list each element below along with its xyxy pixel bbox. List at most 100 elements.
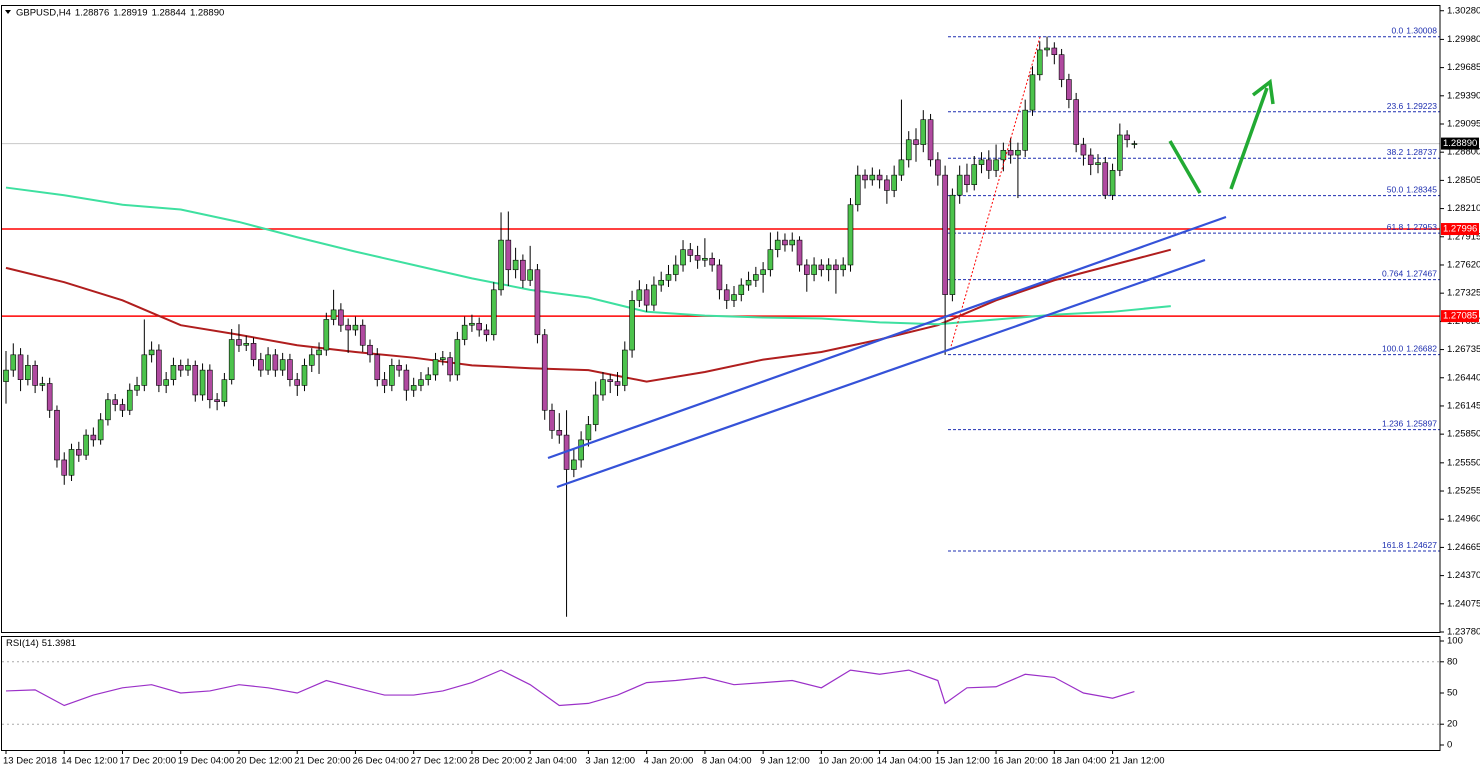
candle-body: [410, 385, 417, 391]
candle-body: [993, 159, 999, 171]
candle-body: [1015, 149, 1021, 156]
candle-body: [541, 334, 548, 411]
candle-body: [854, 174, 861, 206]
candle-body: [265, 354, 271, 371]
fib-label: 161.8 1.24627: [1382, 540, 1437, 550]
candle-body: [789, 239, 796, 246]
fib-label: 38.2 1.28737: [1387, 147, 1438, 157]
candle-body: [658, 279, 665, 286]
candle-body: [163, 379, 169, 386]
y-tick-label: 1.27325: [1447, 288, 1480, 299]
candle-body: [803, 264, 810, 275]
y-tick-label: 1.28210: [1447, 203, 1480, 214]
candle-body: [330, 309, 337, 320]
candle-body: [1080, 144, 1087, 156]
y-tick-label: 1.29390: [1447, 90, 1480, 101]
candle-body: [389, 365, 395, 386]
candle-body: [148, 349, 155, 356]
moving-average: [5, 186, 1171, 326]
candle-body: [913, 139, 919, 145]
fib-price: 1.27953: [1406, 222, 1437, 232]
candle-body: [592, 394, 599, 425]
candle-body: [61, 459, 68, 476]
candle-body: [767, 249, 774, 271]
close-value: 1.28890: [190, 7, 224, 18]
fib-label: 61.8 1.27953: [1387, 222, 1438, 232]
x-tick-label: 17 Dec 20:00: [119, 756, 176, 767]
candle-body: [439, 357, 446, 360]
candle-body: [374, 354, 381, 380]
candle-body: [716, 264, 723, 291]
fib-ratio: 38.2: [1387, 147, 1404, 157]
candle-body: [621, 349, 628, 386]
candle-body: [236, 339, 242, 346]
candle-body: [1117, 134, 1123, 171]
candle-body: [294, 379, 301, 386]
candle-body: [185, 365, 191, 371]
candle-body: [1124, 134, 1130, 141]
candle-body: [738, 284, 745, 295]
candle-body: [17, 354, 24, 380]
candle-body: [833, 264, 839, 271]
candle-body: [76, 449, 82, 456]
candle-body: [869, 174, 876, 181]
y-tick-label: 1.29685: [1447, 62, 1480, 73]
candle-body: [207, 369, 213, 401]
candle-body: [323, 319, 330, 351]
candle-body: [891, 174, 897, 191]
x-tick-label: 4 Jan 20:00: [644, 756, 694, 767]
candle-body: [760, 269, 766, 275]
x-tick-label: 8 Jan 04:00: [702, 756, 752, 767]
x-tick-label: 20 Dec 12:00: [236, 756, 293, 767]
annotations: [547, 36, 1275, 489]
fib-label: 1.236 1.25897: [1382, 419, 1437, 429]
candle-body: [10, 354, 17, 371]
candle-body: [83, 434, 89, 456]
y-tick-label: 100: [1447, 636, 1463, 647]
candle-body: [112, 399, 118, 405]
candle-body: [1087, 154, 1094, 165]
level-price-label: 1.27996: [1443, 224, 1477, 235]
candle-body: [651, 284, 657, 306]
candle-body: [359, 324, 366, 346]
level-price-label: 1.27085: [1443, 311, 1477, 322]
candle-body: [301, 365, 308, 386]
open-value: 1.28876: [75, 7, 109, 18]
y-tick-label: 1.24665: [1447, 542, 1480, 553]
fib-price: 1.25897: [1406, 419, 1437, 429]
arrow-down-leg: [1168, 140, 1202, 194]
candle-body: [876, 174, 883, 181]
candle-body: [600, 379, 606, 396]
candle-body: [1036, 49, 1043, 76]
fib-ratio: 23.6: [1387, 101, 1404, 111]
candle-body: [862, 174, 868, 181]
fib-price: 1.24627: [1406, 540, 1437, 550]
candle-body: [687, 249, 694, 256]
candle-body: [1029, 74, 1036, 111]
fib-label: 0.764 1.27467: [1382, 269, 1437, 279]
candle-body: [985, 159, 992, 171]
fib-ratio: 100.0: [1382, 344, 1404, 354]
candle-body: [418, 379, 424, 386]
x-tick-label: 21 Jan 12:00: [1110, 756, 1165, 767]
candle-body: [90, 434, 97, 441]
candle-body: [381, 379, 388, 386]
fib-label: 23.6 1.29223: [1387, 101, 1438, 111]
candle-body: [614, 381, 621, 386]
candle-body: [571, 459, 577, 470]
candle-body: [782, 239, 788, 246]
candle-body: [39, 383, 46, 386]
fib-label: 50.0 1.28345: [1387, 185, 1438, 195]
candle-body: [32, 365, 38, 386]
y-tick-label: 1.28505: [1447, 175, 1480, 186]
fib-ratio: 0.0: [1391, 26, 1403, 36]
fib-label: 100.0 1.26682: [1382, 344, 1437, 354]
fib-ratio: 0.764: [1382, 269, 1404, 279]
candle-body: [709, 257, 715, 266]
candle-body: [199, 369, 206, 396]
y-tick-label: 1.26145: [1447, 400, 1480, 411]
chart-header: GBPUSD,H4 1.28876 1.28919 1.28844 1.28890: [16, 7, 224, 18]
candle-body: [774, 239, 781, 250]
candle-body: [403, 369, 410, 391]
